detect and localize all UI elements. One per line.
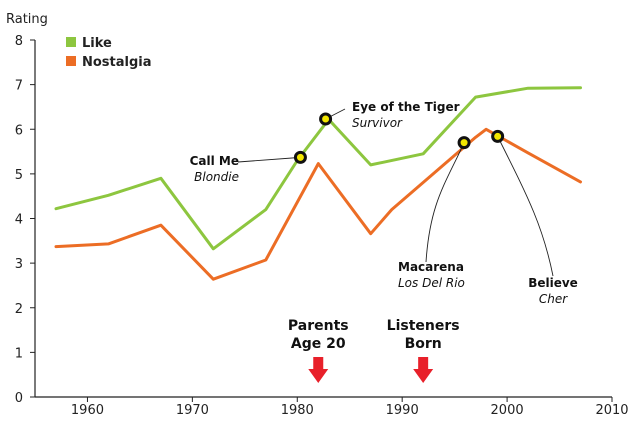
legend-swatch-like — [66, 37, 76, 47]
ticks: 0 1 2 3 4 5 6 7 8 1960 1970 1980 1990 2000 2010 — [15, 34, 629, 418]
y-tick-label: 5 — [15, 168, 23, 183]
y-tick-label: 8 — [15, 34, 23, 49]
y-tick-label: 2 — [15, 302, 23, 317]
annotation-title: Believe — [528, 276, 578, 290]
series — [54, 86, 582, 281]
legend-swatch-nostalgia — [66, 56, 76, 66]
legend: Like Nostalgia — [66, 36, 152, 70]
x-tick-label: 1970 — [176, 403, 209, 418]
annotation-title: Call Me — [190, 154, 239, 168]
annotation-leader-line — [237, 156, 301, 163]
x-tick-label: 2010 — [595, 403, 628, 418]
y-axis-title: Rating — [6, 12, 48, 27]
annotation-leader-line — [425, 142, 465, 263]
y-tick-label: 6 — [15, 123, 23, 138]
song-marker — [457, 136, 471, 150]
y-tick-label: 4 — [15, 213, 23, 228]
series-line-nostalgia — [54, 127, 582, 281]
annotation-title: Eye of the Tiger — [352, 100, 460, 114]
x-tick-label: 1980 — [281, 403, 314, 418]
x-tick-label: 2000 — [491, 403, 524, 418]
legend-label-like: Like — [82, 36, 112, 51]
events: Parents Age 20 Listeners Born — [288, 318, 460, 383]
x-tick-label: 1960 — [71, 403, 104, 418]
series-line-like — [54, 86, 582, 251]
event-label-line2: Born — [405, 336, 442, 352]
x-tick-label: 1990 — [386, 403, 419, 418]
annotations: Call Me Blondie Eye of the Tiger Survivor Ma… — [190, 100, 578, 306]
annotation-subtitle: Blondie — [194, 170, 239, 184]
event-label-line1: Listeners — [387, 318, 460, 334]
event-label-line2: Age 20 — [291, 336, 346, 352]
y-tick-label: 7 — [15, 79, 23, 94]
legend-label-nostalgia: Nostalgia — [82, 55, 152, 70]
event-arrow — [413, 357, 434, 383]
annotation-subtitle: Los Del Rio — [398, 276, 465, 290]
song-marker — [319, 112, 333, 126]
y-tick-label: 3 — [15, 257, 23, 272]
song-marker — [293, 150, 307, 164]
event-label-line1: Parents — [288, 318, 349, 334]
annotation-subtitle: Survivor — [352, 116, 403, 130]
y-tick-label: 1 — [15, 346, 23, 361]
event-arrow — [308, 357, 329, 383]
song-marker — [491, 129, 505, 143]
annotation-subtitle: Cher — [539, 292, 568, 306]
annotation-leader-line — [497, 136, 554, 277]
annotation-title: Macarena — [398, 260, 464, 274]
y-tick-label: 0 — [15, 391, 23, 406]
